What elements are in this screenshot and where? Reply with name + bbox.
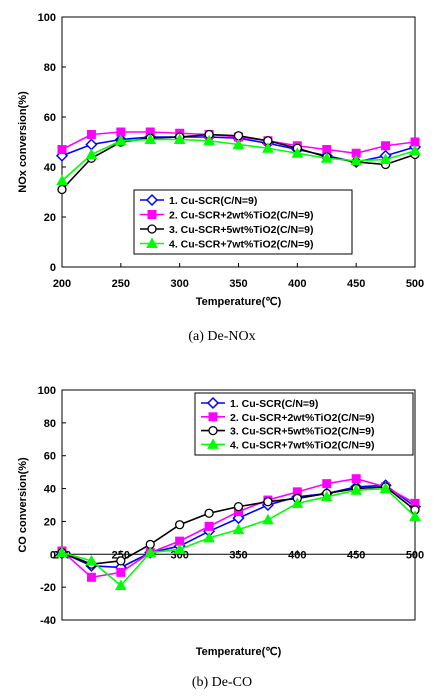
x-tick-label: 200 bbox=[53, 278, 71, 290]
data-point bbox=[173, 133, 186, 144]
data-point bbox=[204, 508, 214, 518]
data-point bbox=[351, 474, 361, 484]
y-tick-label: 80 bbox=[44, 62, 56, 74]
data-point bbox=[322, 479, 332, 489]
legend-label: 2. Cu-SCR+2wt%TiO2(C/N=9) bbox=[230, 412, 375, 424]
data-point bbox=[379, 482, 392, 494]
x-tick-label: 350 bbox=[229, 278, 247, 290]
x-tick-label: 400 bbox=[288, 549, 306, 561]
legend-marker bbox=[208, 425, 218, 436]
x-axis-label: Temperature(℃) bbox=[196, 296, 282, 308]
legend-label: 3. Cu-SCR+5wt%TiO2(C/N=9) bbox=[230, 426, 375, 438]
x-tick-label: 300 bbox=[170, 278, 188, 290]
y-tick-label: 60 bbox=[44, 112, 56, 124]
data-point bbox=[233, 501, 244, 512]
x-tick-label: 450 bbox=[347, 549, 365, 561]
y-tick-label: 20 bbox=[44, 212, 56, 224]
data-point bbox=[262, 513, 274, 525]
data-point bbox=[56, 174, 68, 186]
x-tick-label: 450 bbox=[347, 278, 365, 290]
legend-label: 4. Cu-SCR+7wt%TiO2(C/N=9) bbox=[230, 439, 375, 451]
legend-label: 3. Cu-SCR+5wt%TiO2(C/N=9) bbox=[169, 224, 314, 236]
data-point bbox=[203, 134, 215, 146]
data-point bbox=[320, 490, 333, 502]
legend-marker bbox=[146, 237, 158, 248]
x-axis-label: Temperature(℃) bbox=[196, 646, 282, 658]
data-point bbox=[232, 523, 245, 535]
y-tick-label: 100 bbox=[38, 385, 56, 397]
y-tick-label: 40 bbox=[44, 162, 56, 174]
legend-label: 1. Cu-SCR(C/N=9) bbox=[169, 195, 257, 207]
data-point bbox=[263, 497, 273, 507]
y-tick-label: 40 bbox=[44, 484, 56, 496]
x-tick-label: 250 bbox=[112, 278, 130, 290]
y-tick-label: -20 bbox=[40, 582, 56, 594]
data-point bbox=[57, 145, 67, 154]
x-tick-label: 500 bbox=[406, 549, 424, 561]
data-point bbox=[204, 521, 214, 531]
legend-label: 1. Cu-SCR(C/N=9) bbox=[230, 398, 318, 410]
data-point bbox=[175, 520, 185, 530]
data-point bbox=[173, 543, 186, 554]
figure-caption: (a) De-NOx bbox=[188, 329, 255, 344]
chart-de-co: -40-20020406080100200250300350400450500T… bbox=[17, 385, 424, 690]
y-tick-label: 20 bbox=[44, 516, 56, 528]
series-4-cu-scr-7wt-tio2-c-n-9 bbox=[56, 482, 421, 590]
x-tick-label: 400 bbox=[288, 278, 306, 290]
data-point bbox=[291, 497, 304, 508]
series-2-cu-scr-2wt-tio2-c-n-9 bbox=[57, 474, 420, 582]
legend-marker bbox=[147, 210, 157, 219]
y-tick-label: 60 bbox=[44, 451, 56, 463]
data-point bbox=[379, 153, 392, 164]
legend-marker bbox=[208, 412, 218, 422]
data-point bbox=[116, 567, 126, 577]
data-point bbox=[381, 141, 391, 151]
y-tick-label: 80 bbox=[44, 418, 56, 430]
legend: 1. Cu-SCR(C/N=9) 2. Cu-SCR+2wt%TiO2(C/N=9… bbox=[194, 392, 414, 456]
data-point bbox=[409, 144, 421, 156]
data-point bbox=[144, 546, 157, 558]
legend-box bbox=[194, 392, 414, 456]
y-tick-label: -40 bbox=[40, 615, 56, 627]
y-tick-label: 0 bbox=[50, 549, 56, 561]
data-point bbox=[85, 554, 98, 566]
data-point bbox=[320, 152, 333, 163]
data-point bbox=[350, 154, 363, 166]
legend-marker bbox=[207, 438, 219, 449]
legend-marker bbox=[145, 193, 159, 207]
legend-marker bbox=[206, 396, 220, 410]
legend-label: 2. Cu-SCR+2wt%TiO2(C/N=9) bbox=[169, 210, 314, 222]
legend: 1. Cu-SCR(C/N=9) 2. Cu-SCR+2wt%TiO2(C/N=9… bbox=[133, 189, 353, 255]
data-point bbox=[114, 579, 127, 590]
data-point bbox=[86, 130, 96, 139]
data-point bbox=[56, 546, 68, 558]
y-tick-label: 0 bbox=[50, 262, 56, 274]
data-point bbox=[86, 572, 96, 582]
series-4-cu-scr-7wt-tio2-c-n-9 bbox=[56, 133, 421, 186]
data-point bbox=[291, 147, 304, 158]
legend-marker bbox=[147, 224, 157, 234]
data-point bbox=[57, 184, 67, 195]
figure-caption: (b) De-CO bbox=[192, 675, 252, 690]
legend-box bbox=[133, 189, 353, 255]
data-point bbox=[409, 510, 421, 521]
y-axis-label: CO conversion(%) bbox=[17, 457, 29, 553]
x-tick-label: 350 bbox=[229, 549, 247, 561]
y-tick-label: 100 bbox=[38, 12, 56, 24]
data-point bbox=[85, 148, 98, 159]
data-point bbox=[350, 484, 363, 495]
data-point bbox=[116, 556, 126, 566]
y-axis-label: NOx conversion(%) bbox=[17, 91, 29, 193]
chart-de-nox: 0 20 40 60 80 100 200 250 300 350 400 450 500 Tempera… bbox=[17, 12, 424, 344]
legend-label: 4. Cu-SCR+7wt%TiO2(C/N=9) bbox=[169, 239, 314, 251]
x-tick-label: 500 bbox=[406, 278, 424, 290]
data-point bbox=[262, 142, 274, 153]
data-point bbox=[203, 531, 215, 543]
data-point bbox=[232, 138, 245, 149]
data-point bbox=[114, 134, 127, 146]
data-point bbox=[85, 138, 98, 151]
data-point bbox=[144, 133, 157, 144]
